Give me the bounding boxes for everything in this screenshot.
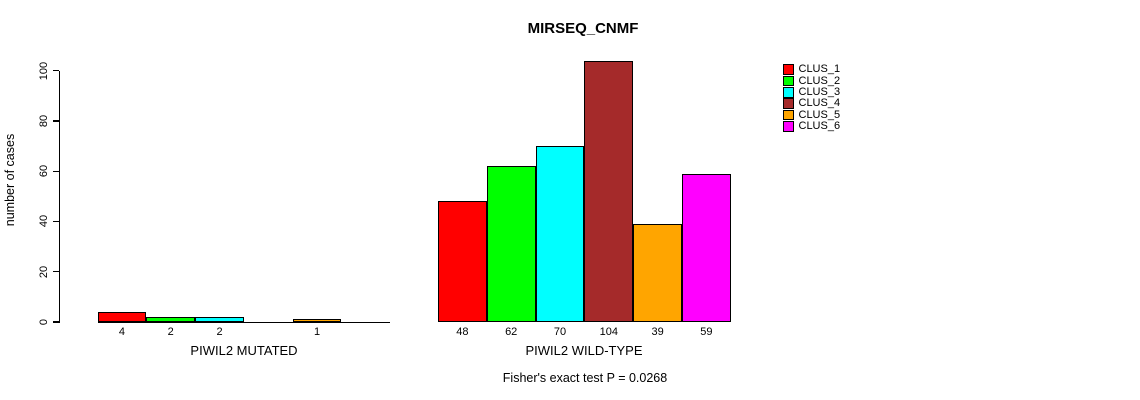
legend-item-clus_5: CLUS_5 xyxy=(783,108,841,121)
legend-swatch-clus_3 xyxy=(783,87,794,98)
legend-swatch-clus_4 xyxy=(783,98,794,109)
y-tick-label-20: 20 xyxy=(38,265,50,278)
fisher-test-annotation: Fisher's exact test P = 0.0268 xyxy=(502,371,668,385)
bar-clus_2-group1 xyxy=(146,316,196,322)
bar-value-label-clus_3-group2: 70 xyxy=(553,326,567,338)
bar-clus_1-group2 xyxy=(438,201,487,322)
x-axis-group-label-wildtype: PIWIL2 WILD-TYPE xyxy=(525,343,643,358)
legend-label-clus_1: CLUS_1 xyxy=(798,63,841,76)
legend-swatch-clus_2 xyxy=(783,75,794,87)
legend-item-clus_6: CLUS_6 xyxy=(783,119,841,132)
y-tick-20 xyxy=(52,271,59,273)
bar-value-label-clus_5-group1: 1 xyxy=(314,326,321,338)
legend-label-clus_2: CLUS_2 xyxy=(798,74,841,87)
bar-value-label-clus_3-group1: 2 xyxy=(216,326,223,338)
bar-clus_6-group2 xyxy=(682,173,731,322)
legend-label-clus_5: CLUS_5 xyxy=(798,108,841,121)
bar-value-label-clus_1-group1: 4 xyxy=(118,326,125,338)
y-tick-60 xyxy=(52,170,59,172)
x-axis-group-label-mutated: PIWIL2 MUTATED xyxy=(190,343,298,358)
legend-swatch-clus_5 xyxy=(783,109,794,121)
legend-item-clus_1: CLUS_1 xyxy=(783,64,840,75)
bar-clus_3-group2 xyxy=(535,146,585,322)
y-tick-label-0: 0 xyxy=(38,318,50,326)
legend: CLUS_1 CLUS_2 CLUS_3 CLUS_4 CLUS_5 CLUS_6 xyxy=(783,64,840,132)
y-tick-40 xyxy=(52,220,59,223)
bar-value-label-clus_2-group2: 62 xyxy=(505,326,518,338)
y-tick-label-80: 80 xyxy=(38,114,50,128)
y-tick-80 xyxy=(52,120,59,122)
bar-clus_5-group1 xyxy=(292,319,342,322)
bar-clus_1-group1 xyxy=(97,311,147,322)
bar-value-label-clus_1-group2: 48 xyxy=(456,326,469,338)
bar-clus_5-group2 xyxy=(633,223,682,322)
legend-label-clus_6: CLUS_6 xyxy=(798,119,841,132)
legend-item-clus_3: CLUS_3 xyxy=(783,85,841,98)
legend-item-clus_4: CLUS_4 xyxy=(783,98,840,109)
bar-value-label-clus_2-group1: 2 xyxy=(167,326,174,338)
y-tick-label-100: 100 xyxy=(38,61,50,80)
chart-title: MIRSEQ_CNMF xyxy=(527,20,639,37)
bar-clus_2-group2 xyxy=(486,166,536,322)
y-tick-label-60: 60 xyxy=(38,165,50,178)
bar-clus_4-group2 xyxy=(584,60,634,322)
bar-value-label-clus_4-group2: 104 xyxy=(599,326,618,338)
y-tick-0 xyxy=(52,321,59,323)
y-tick-100 xyxy=(52,70,59,72)
y-axis-label: number of cases xyxy=(3,133,17,227)
legend-item-clus_2: CLUS_2 xyxy=(783,74,841,87)
bar-clus_3-group1 xyxy=(195,316,244,322)
x-axis-line-mutated xyxy=(97,322,391,324)
legend-label-clus_3: CLUS_3 xyxy=(798,85,841,98)
legend-swatch-clus_6 xyxy=(783,121,794,132)
bar-value-label-clus_5-group2: 39 xyxy=(651,326,664,338)
y-axis-line xyxy=(58,70,60,323)
legend-label-clus_4: CLUS_4 xyxy=(798,97,841,110)
bar-value-label-clus_6-group2: 59 xyxy=(700,326,713,338)
legend-swatch-clus_1 xyxy=(783,64,794,75)
y-tick-label-40: 40 xyxy=(38,215,50,228)
